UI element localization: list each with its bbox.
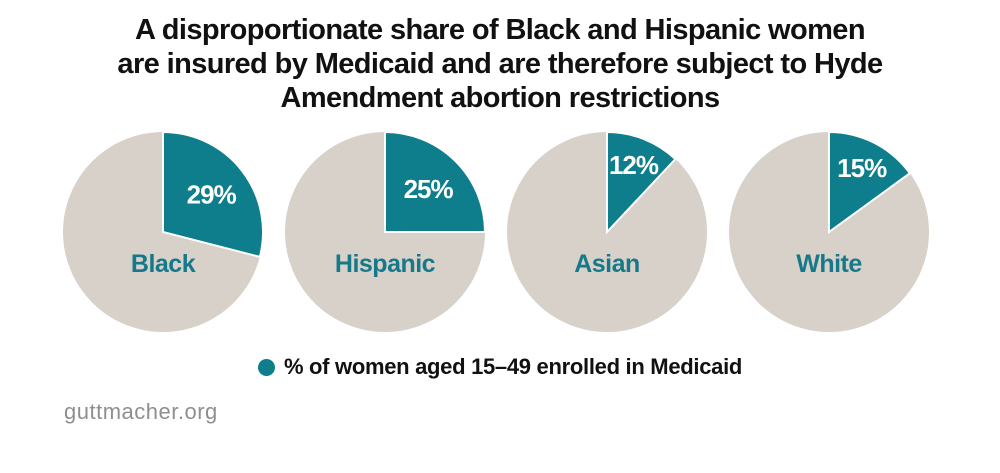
chart-title: A disproportionate share of Black and Hi… <box>0 13 1000 115</box>
pie-slice <box>162 132 263 259</box>
pie-value-label: 25% <box>404 174 454 204</box>
legend-dot-icon <box>257 358 275 376</box>
pie-category-label: Black <box>131 250 196 278</box>
title-line-1: A disproportionate share of Black and Hi… <box>135 14 866 46</box>
pie-category-label: Hispanic <box>335 250 436 278</box>
pie-slice <box>606 132 677 235</box>
pie-category-label: White <box>796 250 862 278</box>
pie-slice <box>828 132 912 234</box>
title-line-3: Amendment abortion restrictions <box>280 82 720 114</box>
pie-slice <box>384 132 485 233</box>
pie-chart-hispanic: 25% Hispanic <box>285 132 485 332</box>
pie-value-label: 15% <box>837 153 887 183</box>
pie-row: 29% Black 25% Hispanic 12% Asian 15% White <box>63 132 929 332</box>
pie-value-label: 29% <box>187 180 237 210</box>
pie-chart-white: 15% White <box>729 132 929 332</box>
title-line-2: are insured by Medicaid and are therefor… <box>117 48 883 80</box>
pie-chart-black: 29% Black <box>63 132 263 332</box>
pie-value-label: 12% <box>609 150 659 180</box>
pie-category-label: Asian <box>574 250 640 278</box>
pie-chart-asian: 12% Asian <box>507 132 707 332</box>
source-url: guttmacher.org <box>64 399 218 424</box>
legend-label: % of women aged 15–49 enrolled in Medica… <box>283 354 743 379</box>
legend: % of women aged 15–49 enrolled in Medica… <box>0 354 1000 380</box>
